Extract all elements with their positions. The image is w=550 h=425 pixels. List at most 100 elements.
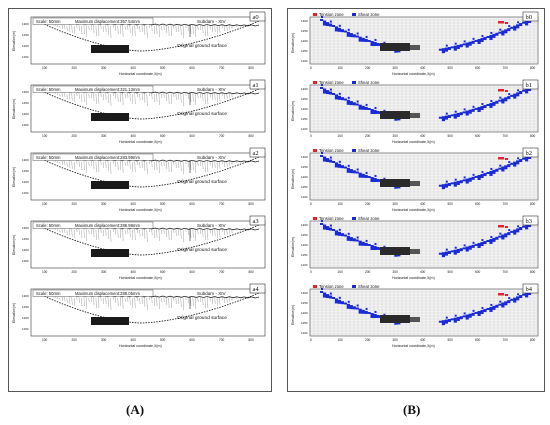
displacement-vector xyxy=(83,91,85,103)
shear-legend-swatch xyxy=(352,217,356,220)
displacement-vector xyxy=(153,93,155,103)
displacement-vector xyxy=(119,227,121,239)
shear-zone-cell xyxy=(504,29,508,34)
displacement-vector xyxy=(153,297,155,307)
displacement-vector xyxy=(132,229,134,241)
displacement-vector xyxy=(144,228,146,240)
displacement-vector xyxy=(64,92,66,98)
shear-zone-cell xyxy=(374,106,377,109)
displacement-vector xyxy=(93,160,95,170)
displacement-subpanel-a4: Scale: 50mm Maximum displacement:288.05mm… xyxy=(9,283,271,349)
shear-zone-cell xyxy=(459,44,463,48)
x-tick-label: 500 xyxy=(160,66,166,70)
shear-zone-cell xyxy=(453,317,457,323)
displacement-vector xyxy=(86,24,88,38)
x-axis-label: Horizontal coordinate,X(m) xyxy=(119,208,162,212)
x-tick-label: 200 xyxy=(365,270,371,274)
displacement-vector xyxy=(146,25,148,39)
x-tick-label: 400 xyxy=(420,202,426,206)
displacement-vector xyxy=(175,161,177,169)
displacement-vector xyxy=(93,228,95,238)
y-tick-label: 1200 xyxy=(301,175,308,179)
y-axis-label: Elevation(m) xyxy=(12,99,16,119)
displacement-vector xyxy=(90,295,92,303)
shear-zone-cell xyxy=(499,232,502,235)
displacement-vector xyxy=(95,25,97,37)
displacement-vector xyxy=(78,296,80,304)
displacement-vector xyxy=(216,24,218,34)
displacement-vector xyxy=(187,24,189,32)
original-ground-label: Original ground surface xyxy=(177,179,227,185)
displacement-vector xyxy=(161,229,163,235)
displacement-vector xyxy=(136,24,138,30)
subdam-block xyxy=(380,247,410,255)
shear-zone-cell xyxy=(373,109,377,114)
shear-zone-cell xyxy=(356,100,359,103)
shear-zone-cell xyxy=(462,111,466,114)
displacement-vector xyxy=(127,295,129,303)
x-axis-label: Horizontal coordinate,X(m) xyxy=(392,72,435,76)
displacement-vector xyxy=(73,297,75,306)
shear-zone-cell xyxy=(376,246,380,250)
displacement-vector xyxy=(78,24,80,32)
displacement-vector xyxy=(73,161,75,170)
x-tick-label: 0 xyxy=(310,134,312,138)
shear-zone-cell xyxy=(463,312,466,315)
x-tick-label: 200 xyxy=(72,270,78,274)
displacement-vector xyxy=(129,92,131,102)
displacement-vector xyxy=(216,160,218,170)
shear-zone-cell xyxy=(328,295,333,299)
displacement-vector xyxy=(204,161,206,173)
shear-zone-cell xyxy=(489,34,493,40)
subpanel-id-box xyxy=(522,79,539,90)
shear-zone-cell xyxy=(349,305,353,310)
plot-border xyxy=(30,16,266,65)
original-ground-surface-line xyxy=(36,292,260,324)
shear-zone-cell xyxy=(383,245,386,248)
displacement-vector xyxy=(127,227,129,235)
subpanel-id-b2: b2 xyxy=(526,150,533,157)
shear-zone-cell xyxy=(519,295,523,299)
displacement-vector xyxy=(231,24,233,29)
displacement-vector xyxy=(136,92,138,98)
shear-zone-cell xyxy=(365,171,368,174)
shear-zone-cell xyxy=(325,294,330,299)
shear-zone-cell xyxy=(453,249,457,255)
displacement-vector xyxy=(151,92,153,100)
shear-zone-cell xyxy=(361,37,365,42)
shear-zone-cell xyxy=(364,106,368,110)
displacement-vector xyxy=(209,24,211,30)
x-tick-label: 300 xyxy=(101,270,107,274)
displacement-vector xyxy=(158,92,160,106)
original-ground-label: Original ground surface xyxy=(177,315,227,321)
y-tick-label: 1250 xyxy=(22,237,29,241)
shear-zone-cell xyxy=(474,107,478,110)
tension-zone-cell xyxy=(498,89,504,92)
displacement-vector xyxy=(124,161,126,167)
displacement-vector xyxy=(204,297,206,309)
shear-zone-cell xyxy=(338,160,341,163)
shear-zone-cell xyxy=(507,96,511,100)
displacement-vector xyxy=(61,91,63,98)
displacement-vector xyxy=(170,23,172,37)
x-tick-label: 300 xyxy=(393,338,399,342)
max-displacement-label: Maximum displacement:288.05mm xyxy=(75,291,140,296)
zone-plot-b0: Tension zone Shear zone b0 0 100 200 300 400 500… xyxy=(291,11,539,76)
x-tick-label: 100 xyxy=(338,134,344,138)
displacement-vector xyxy=(95,297,97,309)
displacement-vector xyxy=(199,159,201,167)
shear-zone-cell xyxy=(472,105,475,108)
shear-zone-cell xyxy=(334,162,339,168)
x-tick-label: 0 xyxy=(310,202,312,206)
shear-zone-cell xyxy=(328,227,333,231)
displacement-vector xyxy=(209,92,211,98)
zone-subpanel-b0: Tension zone Shear zone b0 0 100 200 300 400 500… xyxy=(288,11,544,77)
plot-border xyxy=(30,84,266,133)
y-tick-label: 1300 xyxy=(301,155,308,159)
zone-plot-b2: Tension zone Shear zone b2 0 100 200 300 400 500… xyxy=(291,147,539,212)
shear-zone-cell xyxy=(356,304,359,307)
displacement-vector xyxy=(165,24,167,34)
shear-zone-cell xyxy=(358,308,362,314)
shear-zone-cell xyxy=(501,234,505,240)
subpanel-id-box xyxy=(522,147,539,158)
